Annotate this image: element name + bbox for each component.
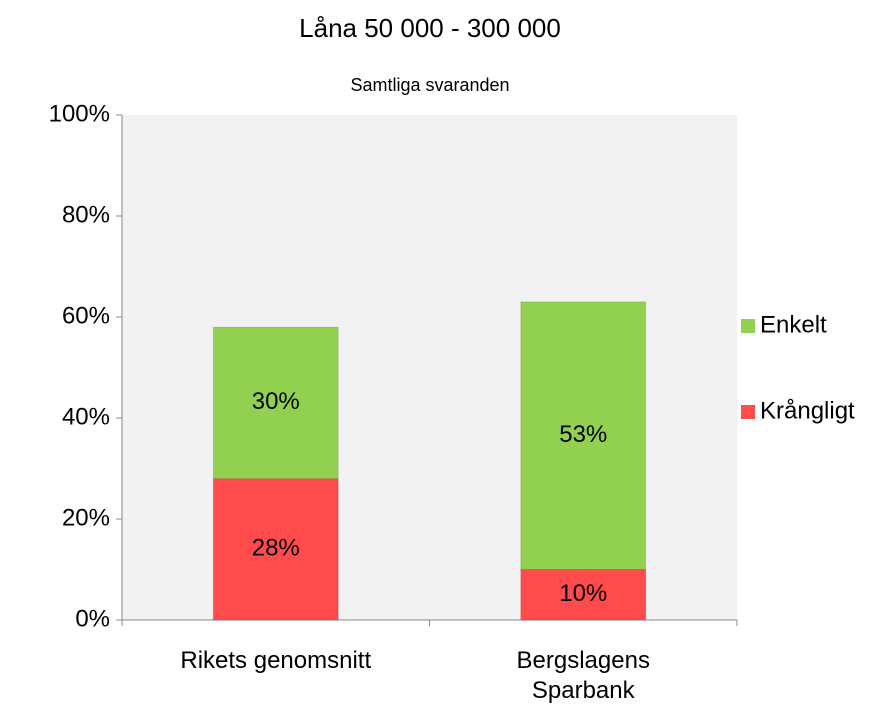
- y-tick-label: 20%: [62, 504, 110, 531]
- legend-swatch: [741, 319, 755, 333]
- legend-swatch: [741, 405, 755, 419]
- legend-label: Enkelt: [760, 311, 827, 338]
- y-tick-label: 100%: [49, 100, 110, 127]
- chart-title: Låna 50 000 - 300 000: [299, 13, 561, 43]
- bar-segment: [520, 569, 647, 621]
- bar-segment: [212, 326, 339, 480]
- y-tick-label: 80%: [62, 201, 110, 228]
- data-label: 10%: [559, 580, 607, 607]
- x-tick-label: Bergslagens Sparbank: [516, 647, 650, 704]
- chart-subtitle: Samtliga svaranden: [350, 75, 509, 95]
- bar-segment: [212, 478, 339, 621]
- legend-label: Krångligt: [760, 397, 855, 424]
- data-label: 30%: [252, 388, 300, 415]
- y-tick-label: 40%: [62, 403, 110, 430]
- data-label: 53%: [559, 421, 607, 448]
- data-label: 28%: [252, 535, 300, 562]
- y-tick-label: 0%: [75, 605, 110, 632]
- y-tick-label: 60%: [62, 302, 110, 329]
- bar-segment: [520, 301, 647, 570]
- x-tick-label: Rikets genomsnitt: [180, 647, 372, 674]
